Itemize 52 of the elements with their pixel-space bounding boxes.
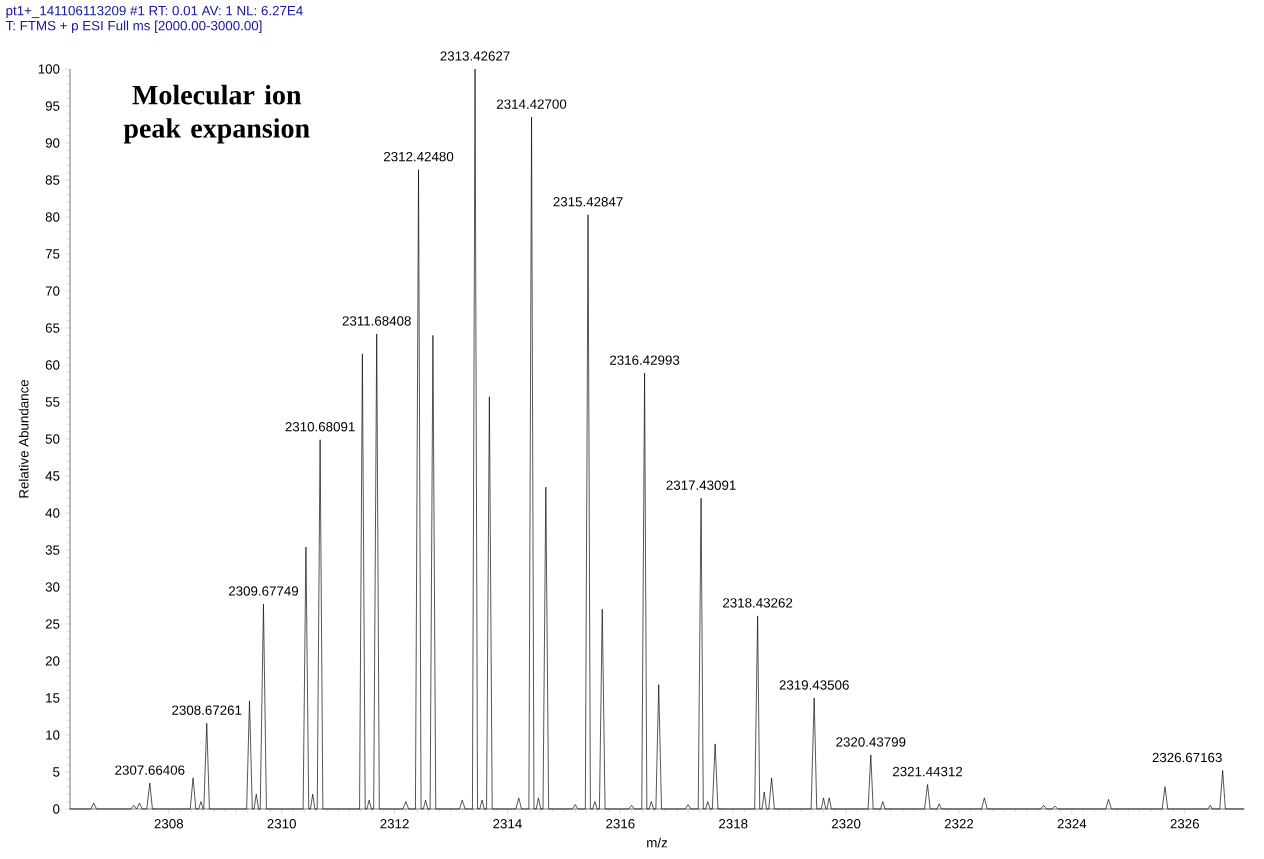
- y-tick-label: 40: [45, 508, 60, 518]
- x-tick-label: 2308: [154, 819, 184, 829]
- x-tick-label: 2322: [944, 819, 974, 829]
- y-tick-label: 55: [45, 397, 60, 407]
- y-tick-label: 75: [45, 249, 60, 259]
- annotation: 2316.42993: [610, 355, 680, 365]
- chart-subtitle: T: FTMS + p ESI Full ms [2000.00-3000.00]: [5, 20, 262, 34]
- x-tick-label: 2324: [1057, 819, 1087, 829]
- y-tick-label: 80: [45, 212, 60, 222]
- y-tick-label: 45: [45, 471, 60, 481]
- annotation: 2309.67749: [228, 586, 299, 596]
- annotation: 2326.67163: [1152, 752, 1222, 763]
- x-tick-label: 2316: [606, 819, 635, 829]
- annotation: 2310.68091: [285, 422, 355, 432]
- annotation: Molecular ion peak expansion: [123, 84, 310, 144]
- x-tick-label: 2314: [493, 819, 522, 829]
- y-tick-label: 35: [45, 545, 60, 555]
- annotation: 2312.42480: [383, 151, 454, 162]
- y-tick-label: 0: [53, 804, 60, 814]
- x-axis-title: m/z: [647, 837, 668, 848]
- x-tick-label: 2326: [1170, 819, 1199, 829]
- y-tick-label: 15: [46, 693, 60, 703]
- y-tick-label: 30: [45, 582, 60, 592]
- x-tick-label: 2310: [267, 819, 296, 829]
- x-tick-label: 2320: [831, 819, 861, 829]
- x-tick-label: 2318: [719, 819, 748, 829]
- y-tick-label: 5: [53, 767, 60, 777]
- y-tick-label: 60: [45, 360, 60, 370]
- annotation: 2313.42627: [440, 51, 510, 61]
- y-tick-label: 25: [45, 619, 60, 629]
- y-tick-label: 95: [45, 101, 60, 111]
- chart-title: pt1+_141106113209 #1 RT: 0.01 AV: 1 NL: 6.27E4: [6, 5, 303, 18]
- y-tick-label: 10: [46, 730, 60, 740]
- y-tick-label: 50: [45, 434, 60, 444]
- annotation: 2318.43262: [723, 598, 793, 608]
- y-tick-label: 100: [38, 64, 60, 74]
- annotation: 2320.43799: [836, 737, 906, 747]
- y-tick-label: 65: [45, 323, 60, 333]
- y-tick-label: 85: [45, 175, 60, 185]
- annotation: 2307.66406: [115, 765, 185, 775]
- y-tick-label: 20: [45, 656, 60, 666]
- annotation: 2317.43091: [666, 480, 736, 490]
- y-axis-title: Relative Abundance: [18, 379, 29, 498]
- y-tick-label: 70: [45, 286, 60, 296]
- x-tick-label: 2312: [380, 819, 409, 829]
- annotation: 2314.42700: [496, 99, 567, 109]
- annotation: 2308.67261: [172, 705, 242, 715]
- y-tick-label: 90: [45, 138, 60, 148]
- annotation: 2321.44312: [892, 766, 963, 777]
- annotation: 2319.43506: [779, 680, 849, 690]
- annotation: 2315.42847: [553, 197, 623, 207]
- annotation: 2311.68408: [342, 316, 411, 326]
